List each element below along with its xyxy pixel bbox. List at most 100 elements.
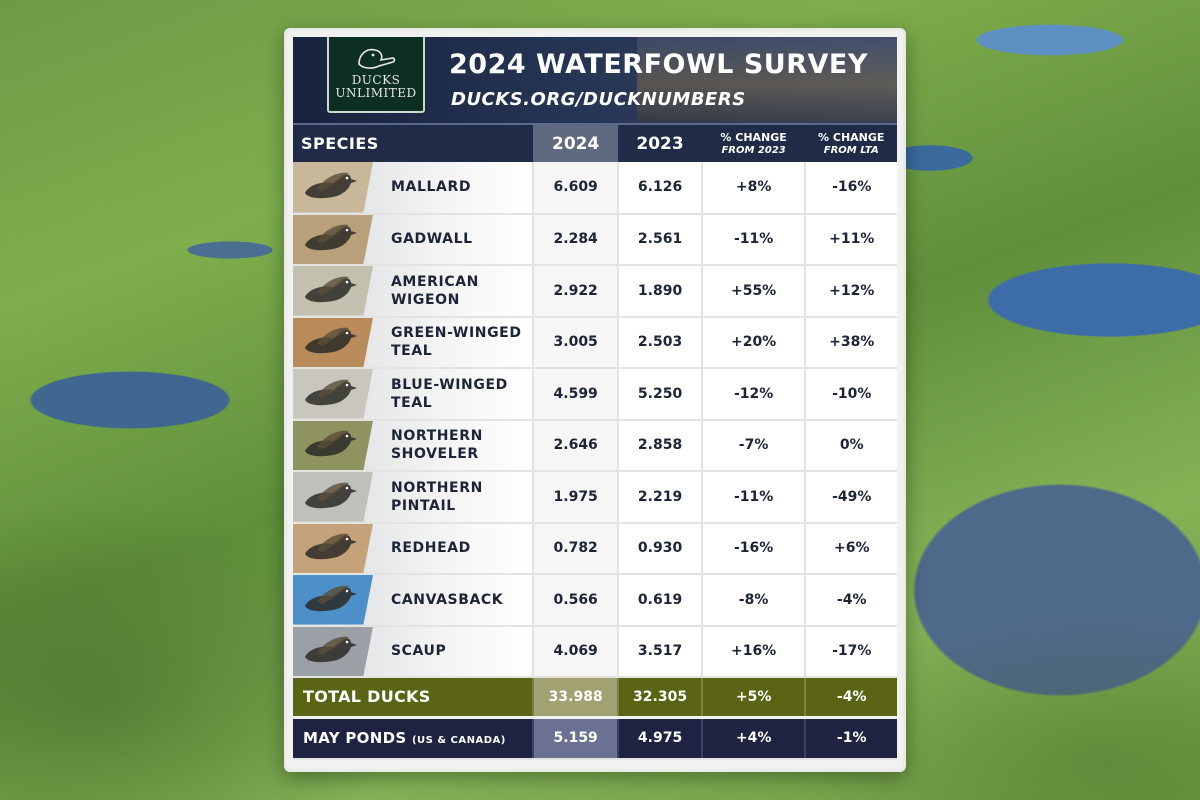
species-name-line2: PINTAIL bbox=[391, 497, 456, 514]
survey-table: SPECIES 2024 2023 % CHANGE FROM 2023 % C… bbox=[293, 123, 897, 760]
survey-header: DUCKS UNLIMITED 2024 WATERFOWL SURVEY DU… bbox=[293, 37, 897, 123]
pct-change-lta: -17% bbox=[804, 625, 897, 678]
species-cell: NORTHERN SHOVELER bbox=[293, 419, 533, 472]
gadwall-icon bbox=[293, 214, 373, 264]
species-cell: REDHEAD bbox=[293, 522, 533, 575]
ponds-label-cell: MAY PONDS (US & CANADA) bbox=[293, 717, 533, 760]
canvasback-icon bbox=[293, 575, 373, 625]
northern-shoveler-icon bbox=[293, 420, 373, 470]
table-row: SCAUP 4.069 3.517 +16% -17% bbox=[293, 625, 897, 678]
ducks-unlimited-logo: DUCKS UNLIMITED bbox=[327, 37, 425, 113]
species-name-line1: NORTHERN bbox=[391, 479, 483, 496]
table-row: NORTHERN SHOVELER 2.646 2.858 -7% 0% bbox=[293, 419, 897, 472]
may-ponds-row: MAY PONDS (US & CANADA) 5.159 4.975 +4% … bbox=[293, 717, 897, 760]
species-name: MALLARD bbox=[391, 178, 527, 196]
species-cell: AMERICAN WIGEON bbox=[293, 265, 533, 318]
value-2024: 0.782 bbox=[531, 522, 619, 575]
species-name-line2: WIGEON bbox=[391, 291, 460, 308]
species-cell: MALLARD bbox=[293, 162, 533, 215]
value-2024: 6.609 bbox=[531, 162, 619, 215]
green-winged-teal-icon bbox=[293, 317, 373, 367]
table-row: GREEN-WINGED TEAL 3.005 2.503 +20% +38% bbox=[293, 316, 897, 369]
species-name-line2: TEAL bbox=[391, 394, 433, 411]
survey-card: DUCKS UNLIMITED 2024 WATERFOWL SURVEY DU… bbox=[284, 28, 906, 772]
species-cell: GADWALL bbox=[293, 213, 533, 266]
value-2024: 2.922 bbox=[531, 265, 619, 318]
species-name: BLUE-WINGED TEAL bbox=[391, 376, 527, 412]
pct-change-2023: -11% bbox=[700, 471, 806, 524]
value-2024: 0.566 bbox=[531, 574, 619, 627]
table-row: REDHEAD 0.782 0.930 -16% +6% bbox=[293, 522, 897, 575]
species-name-line2: SHOVELER bbox=[391, 446, 479, 463]
pct-change-lta: -16% bbox=[804, 162, 897, 215]
pct-change-2023: +20% bbox=[700, 316, 806, 369]
total-2023: 32.305 bbox=[617, 677, 702, 719]
pct-change-2023: +55% bbox=[700, 265, 806, 318]
table-header-row: SPECIES 2024 2023 % CHANGE FROM 2023 % C… bbox=[293, 123, 897, 162]
pct-change-lta: +11% bbox=[804, 213, 897, 266]
table-row: AMERICAN WIGEON 2.922 1.890 +55% +12% bbox=[293, 265, 897, 318]
header-2023: 2023 bbox=[618, 123, 702, 162]
pct-change-2023: +16% bbox=[700, 625, 806, 678]
blue-winged-teal-icon bbox=[293, 369, 373, 419]
species-cell: SCAUP bbox=[293, 625, 533, 678]
header-pct-2023: % CHANGE FROM 2023 bbox=[701, 123, 806, 162]
species-name: SCAUP bbox=[391, 642, 527, 660]
pct-change-lta: -49% bbox=[804, 471, 897, 524]
logo-line-2: UNLIMITED bbox=[335, 86, 417, 100]
survey-url: DUCKS.ORG/DUCKNUMBERS bbox=[451, 89, 746, 110]
total-2024: 33.988 bbox=[531, 677, 619, 719]
value-2023: 0.619 bbox=[617, 574, 702, 627]
pct-change-2023: +8% bbox=[700, 162, 806, 215]
duck-head-logo-icon bbox=[358, 48, 396, 69]
value-2023: 5.250 bbox=[617, 368, 702, 421]
ponds-label-region: (US & CANADA) bbox=[411, 735, 506, 747]
species-name-line1: GADWALL bbox=[391, 231, 473, 248]
pct-change-lta: +38% bbox=[804, 316, 897, 369]
header-2024: 2024 bbox=[532, 123, 619, 162]
species-name: AMERICAN WIGEON bbox=[391, 273, 527, 309]
pct-change-lta: 0% bbox=[804, 419, 897, 472]
species-cell: NORTHERN PINTAIL bbox=[293, 471, 533, 524]
ponds-pct-lta: -1% bbox=[804, 717, 897, 760]
table-row: GADWALL 2.284 2.561 -11% +11% bbox=[293, 213, 897, 266]
pct-change-2023: -8% bbox=[700, 574, 806, 627]
table-row: CANVASBACK 0.566 0.619 -8% -4% bbox=[293, 574, 897, 627]
species-name-line1: MALLARD bbox=[391, 179, 472, 196]
pct-change-lta: -10% bbox=[804, 368, 897, 421]
species-name-line1: BLUE-WINGED bbox=[391, 376, 508, 393]
ponds-pct-2023: +4% bbox=[700, 717, 806, 760]
value-2023: 2.503 bbox=[617, 316, 702, 369]
species-cell: CANVASBACK bbox=[293, 574, 533, 627]
pct-change-lta: +6% bbox=[804, 522, 897, 575]
ponds-2023: 4.975 bbox=[617, 717, 702, 760]
species-name-line1: NORTHERN bbox=[391, 428, 483, 445]
species-name-line2: TEAL bbox=[391, 343, 433, 360]
value-2023: 2.561 bbox=[617, 213, 702, 266]
total-ducks-row: TOTAL DUCKS 33.988 32.305 +5% -4% bbox=[293, 677, 897, 719]
species-name: REDHEAD bbox=[391, 539, 527, 557]
value-2023: 6.126 bbox=[617, 162, 702, 215]
value-2024: 2.284 bbox=[531, 213, 619, 266]
pct-change-2023: -11% bbox=[700, 213, 806, 266]
value-2024: 4.599 bbox=[531, 368, 619, 421]
value-2024: 1.975 bbox=[531, 471, 619, 524]
pct-change-lta: -4% bbox=[804, 574, 897, 627]
pct-change-2023: -7% bbox=[700, 419, 806, 472]
species-name-line1: GREEN-WINGED bbox=[391, 325, 522, 342]
species-cell: GREEN-WINGED TEAL bbox=[293, 316, 533, 369]
logo-line-1: DUCKS bbox=[351, 73, 401, 87]
value-2024: 3.005 bbox=[531, 316, 619, 369]
page-title: 2024 WATERFOWL SURVEY bbox=[449, 49, 868, 80]
species-name-line1: REDHEAD bbox=[391, 540, 471, 557]
species-name: NORTHERN SHOVELER bbox=[391, 427, 527, 463]
value-2024: 4.069 bbox=[531, 625, 619, 678]
header-pct-lta-line1: % CHANGE bbox=[818, 130, 885, 144]
pct-change-lta: +12% bbox=[804, 265, 897, 318]
species-name: GADWALL bbox=[391, 230, 527, 248]
total-pct-2023: +5% bbox=[700, 677, 806, 719]
header-pct-2023-line2: FROM 2023 bbox=[721, 144, 786, 156]
header-backdrop bbox=[637, 37, 897, 123]
species-name: GREEN-WINGED TEAL bbox=[391, 324, 527, 360]
header-species: SPECIES bbox=[293, 123, 533, 162]
